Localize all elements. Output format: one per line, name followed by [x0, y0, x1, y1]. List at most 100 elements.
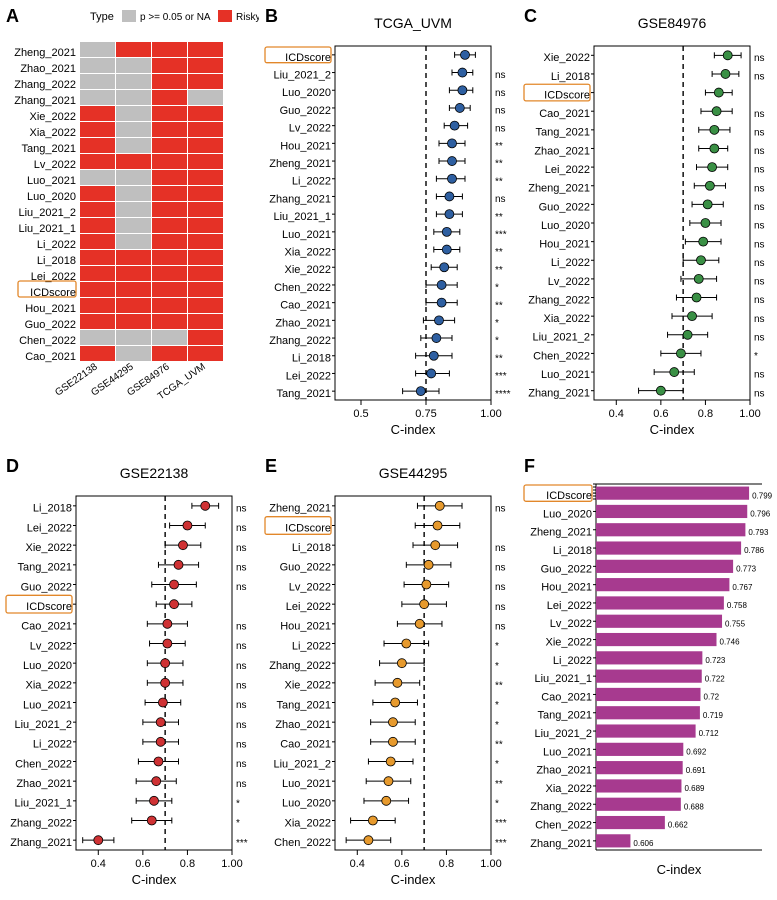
svg-text:Lv_2022: Lv_2022 [289, 123, 331, 135]
svg-text:0.8: 0.8 [698, 408, 713, 420]
svg-text:Guo_2022: Guo_2022 [21, 581, 72, 593]
svg-text:C-index: C-index [650, 422, 695, 437]
svg-text:*: * [495, 759, 499, 770]
svg-text:Zhang_2021: Zhang_2021 [14, 95, 76, 107]
svg-text:0.4: 0.4 [91, 858, 106, 870]
svg-text:Tang_2021: Tang_2021 [18, 562, 72, 574]
svg-text:Luo_2021: Luo_2021 [27, 175, 76, 187]
figure-grid: ATypep >= 0.05 or NARiskyZheng_2021Zhao_… [0, 0, 777, 900]
svg-text:ns: ns [495, 88, 506, 99]
svg-text:ICDscore: ICDscore [544, 89, 590, 101]
svg-text:Lv_2022: Lv_2022 [30, 640, 72, 652]
svg-text:Guo_2022: Guo_2022 [280, 105, 331, 117]
svg-text:Li_2018: Li_2018 [292, 353, 331, 365]
svg-text:Chen_2022: Chen_2022 [274, 837, 331, 849]
svg-text:0.796: 0.796 [750, 510, 771, 519]
svg-text:ns: ns [495, 194, 506, 205]
svg-text:0.4: 0.4 [350, 858, 365, 870]
svg-text:**: ** [495, 247, 503, 258]
svg-text:Zhao_2021: Zhao_2021 [20, 63, 76, 75]
svg-text:C-index: C-index [657, 862, 702, 877]
svg-text:Li_2018: Li_2018 [292, 542, 331, 554]
svg-text:ns: ns [236, 759, 247, 770]
svg-text:ns: ns [754, 53, 765, 64]
svg-text:Xie_2022: Xie_2022 [30, 111, 77, 123]
svg-text:Luo_2020: Luo_2020 [282, 798, 331, 810]
svg-text:**: ** [495, 353, 503, 364]
svg-text:Zhang_2022: Zhang_2022 [269, 335, 331, 347]
svg-text:Luo_2021: Luo_2021 [23, 699, 72, 711]
svg-text:Chen_2022: Chen_2022 [535, 819, 592, 831]
svg-text:Li_2018: Li_2018 [37, 255, 76, 267]
svg-text:Cao_2021: Cao_2021 [280, 300, 331, 312]
svg-text:ns: ns [236, 680, 247, 691]
svg-text:*: * [495, 720, 499, 731]
svg-text:ICDscore: ICDscore [546, 490, 592, 502]
svg-text:Li_2022: Li_2022 [551, 257, 590, 269]
svg-text:0.688: 0.688 [684, 802, 705, 811]
svg-text:Liu_2021_2: Liu_2021_2 [18, 207, 76, 219]
svg-text:**: ** [495, 265, 503, 276]
svg-text:0.662: 0.662 [668, 821, 689, 830]
svg-text:0.712: 0.712 [699, 729, 720, 738]
svg-text:Chen_2022: Chen_2022 [19, 335, 76, 347]
svg-text:Tang_2021: Tang_2021 [22, 143, 76, 155]
svg-text:Lv_2022: Lv_2022 [34, 159, 76, 171]
svg-text:0.75: 0.75 [415, 408, 436, 420]
svg-text:Tang_2021: Tang_2021 [538, 710, 592, 722]
svg-text:0.606: 0.606 [633, 839, 654, 848]
svg-text:Xia_2022: Xia_2022 [285, 817, 332, 829]
svg-text:Cao_2021: Cao_2021 [25, 351, 76, 363]
svg-text:***: *** [236, 838, 248, 849]
svg-text:Zhang_2022: Zhang_2022 [14, 79, 76, 91]
svg-text:Zhao_2021: Zhao_2021 [16, 778, 72, 790]
svg-text:Hou_2021: Hou_2021 [25, 303, 76, 315]
svg-text:*: * [495, 661, 499, 672]
svg-text:*: * [495, 798, 499, 809]
svg-text:ns: ns [754, 109, 765, 120]
svg-text:**: ** [495, 680, 503, 691]
svg-text:Xie_2022: Xie_2022 [26, 542, 73, 554]
svg-text:Tang_2021: Tang_2021 [277, 699, 331, 711]
svg-text:Type: Type [90, 11, 114, 23]
svg-text:GSE44295: GSE44295 [379, 465, 448, 481]
svg-text:Xia_2022: Xia_2022 [546, 783, 593, 795]
svg-text:ns: ns [754, 388, 765, 399]
svg-text:Lei_2022: Lei_2022 [286, 601, 331, 613]
svg-text:1.00: 1.00 [739, 408, 760, 420]
svg-text:Xie_2022: Xie_2022 [546, 636, 593, 648]
svg-text:***: *** [495, 371, 507, 382]
panel-C: CGSE849760.40.60.81.00C-indexXie_2022nsL… [518, 0, 777, 450]
svg-text:Luo_2021: Luo_2021 [282, 778, 331, 790]
svg-text:Xia_2022: Xia_2022 [544, 313, 591, 325]
svg-text:GSE84976: GSE84976 [638, 15, 707, 31]
svg-text:Lv_2022: Lv_2022 [289, 581, 331, 593]
svg-text:ns: ns [495, 602, 506, 613]
panel-E: EGSE442950.40.60.81.00C-indexZheng_2021n… [259, 450, 518, 900]
svg-text:Li_2018: Li_2018 [553, 545, 592, 557]
svg-text:Cao_2021: Cao_2021 [280, 739, 331, 751]
svg-text:Luo_2020: Luo_2020 [282, 87, 331, 99]
svg-text:ns: ns [495, 621, 506, 632]
panel-letter-A: A [6, 6, 19, 27]
svg-text:TCGA_UVM: TCGA_UVM [374, 15, 452, 31]
svg-text:0.4: 0.4 [609, 408, 624, 420]
svg-text:ns: ns [495, 543, 506, 554]
svg-text:Luo_2020: Luo_2020 [543, 508, 592, 520]
svg-text:0.758: 0.758 [727, 601, 748, 610]
panel-letter-B: B [265, 6, 278, 27]
svg-text:Cao_2021: Cao_2021 [541, 691, 592, 703]
svg-text:Hou_2021: Hou_2021 [280, 140, 331, 152]
svg-text:ICDscore: ICDscore [26, 601, 72, 613]
svg-text:Hou_2021: Hou_2021 [541, 582, 592, 594]
svg-text:Liu_2021_2: Liu_2021_2 [14, 719, 72, 731]
svg-text:ns: ns [754, 370, 765, 381]
svg-text:ns: ns [754, 127, 765, 138]
svg-text:ns: ns [495, 70, 506, 81]
svg-text:Chen_2022: Chen_2022 [15, 758, 72, 770]
svg-text:ns: ns [754, 277, 765, 288]
svg-text:0.6: 0.6 [135, 858, 150, 870]
svg-text:Zhao_2021: Zhao_2021 [275, 719, 331, 731]
svg-text:ns: ns [754, 239, 765, 250]
svg-text:ns: ns [754, 221, 765, 232]
